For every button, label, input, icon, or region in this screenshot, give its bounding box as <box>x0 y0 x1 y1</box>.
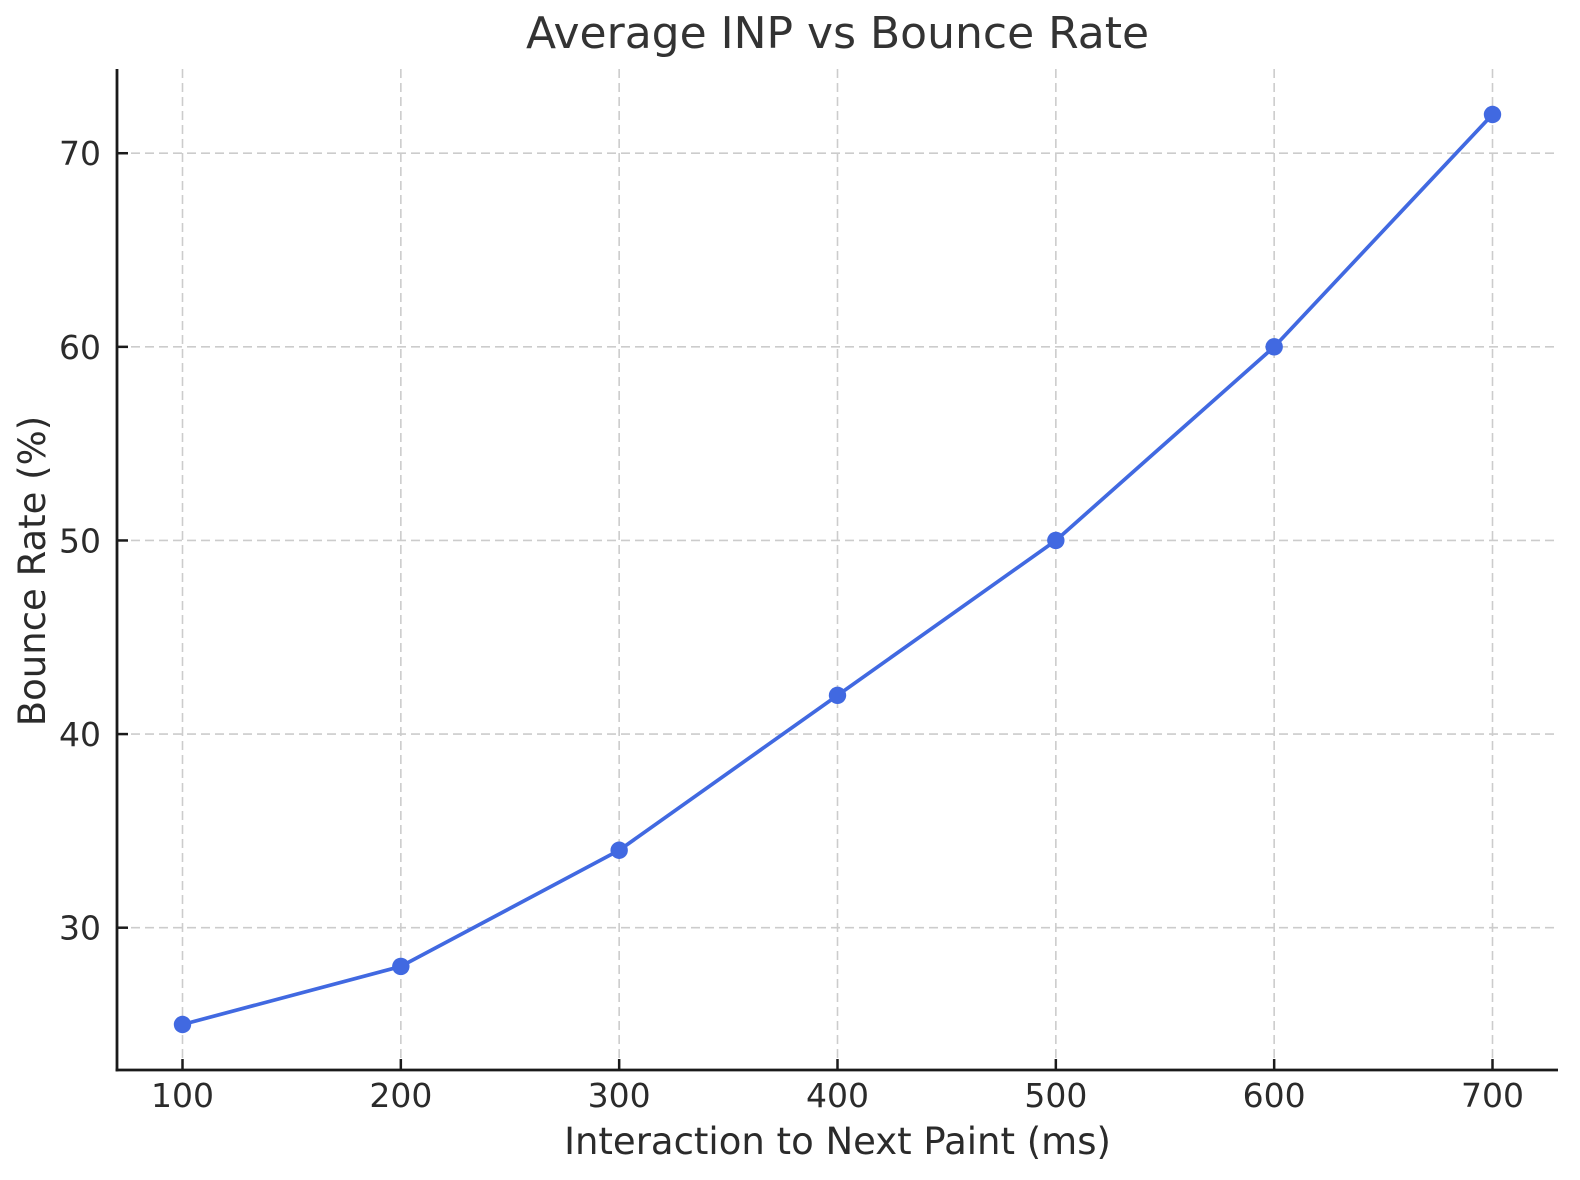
y-tick-label: 50 <box>59 521 101 560</box>
x-tick-label: 200 <box>369 1076 432 1115</box>
x-tick-label: 700 <box>1461 1076 1524 1115</box>
y-tick-label: 60 <box>59 328 101 367</box>
x-tick-label: 600 <box>1243 1076 1306 1115</box>
y-axis-label: Bounce Rate (%) <box>11 415 54 727</box>
x-tick-label: 300 <box>588 1076 651 1115</box>
y-tick-label: 30 <box>59 909 101 948</box>
data-point <box>1047 531 1065 550</box>
y-tick-label: 70 <box>59 134 101 173</box>
chart-title: Average INP vs Bounce Rate <box>525 8 1150 59</box>
data-point <box>1265 338 1283 356</box>
y-tick-label: 40 <box>59 715 101 754</box>
x-tick-label: 100 <box>151 1076 214 1115</box>
x-tick-label: 500 <box>1024 1076 1087 1115</box>
data-point <box>173 1015 192 1034</box>
data-point <box>1483 105 1502 124</box>
x-tick-label: 400 <box>806 1076 869 1115</box>
data-point <box>828 686 847 705</box>
data-point <box>392 957 410 976</box>
data-point <box>610 841 628 859</box>
x-axis-label: Interaction to Next Paint (ms) <box>564 1120 1111 1163</box>
